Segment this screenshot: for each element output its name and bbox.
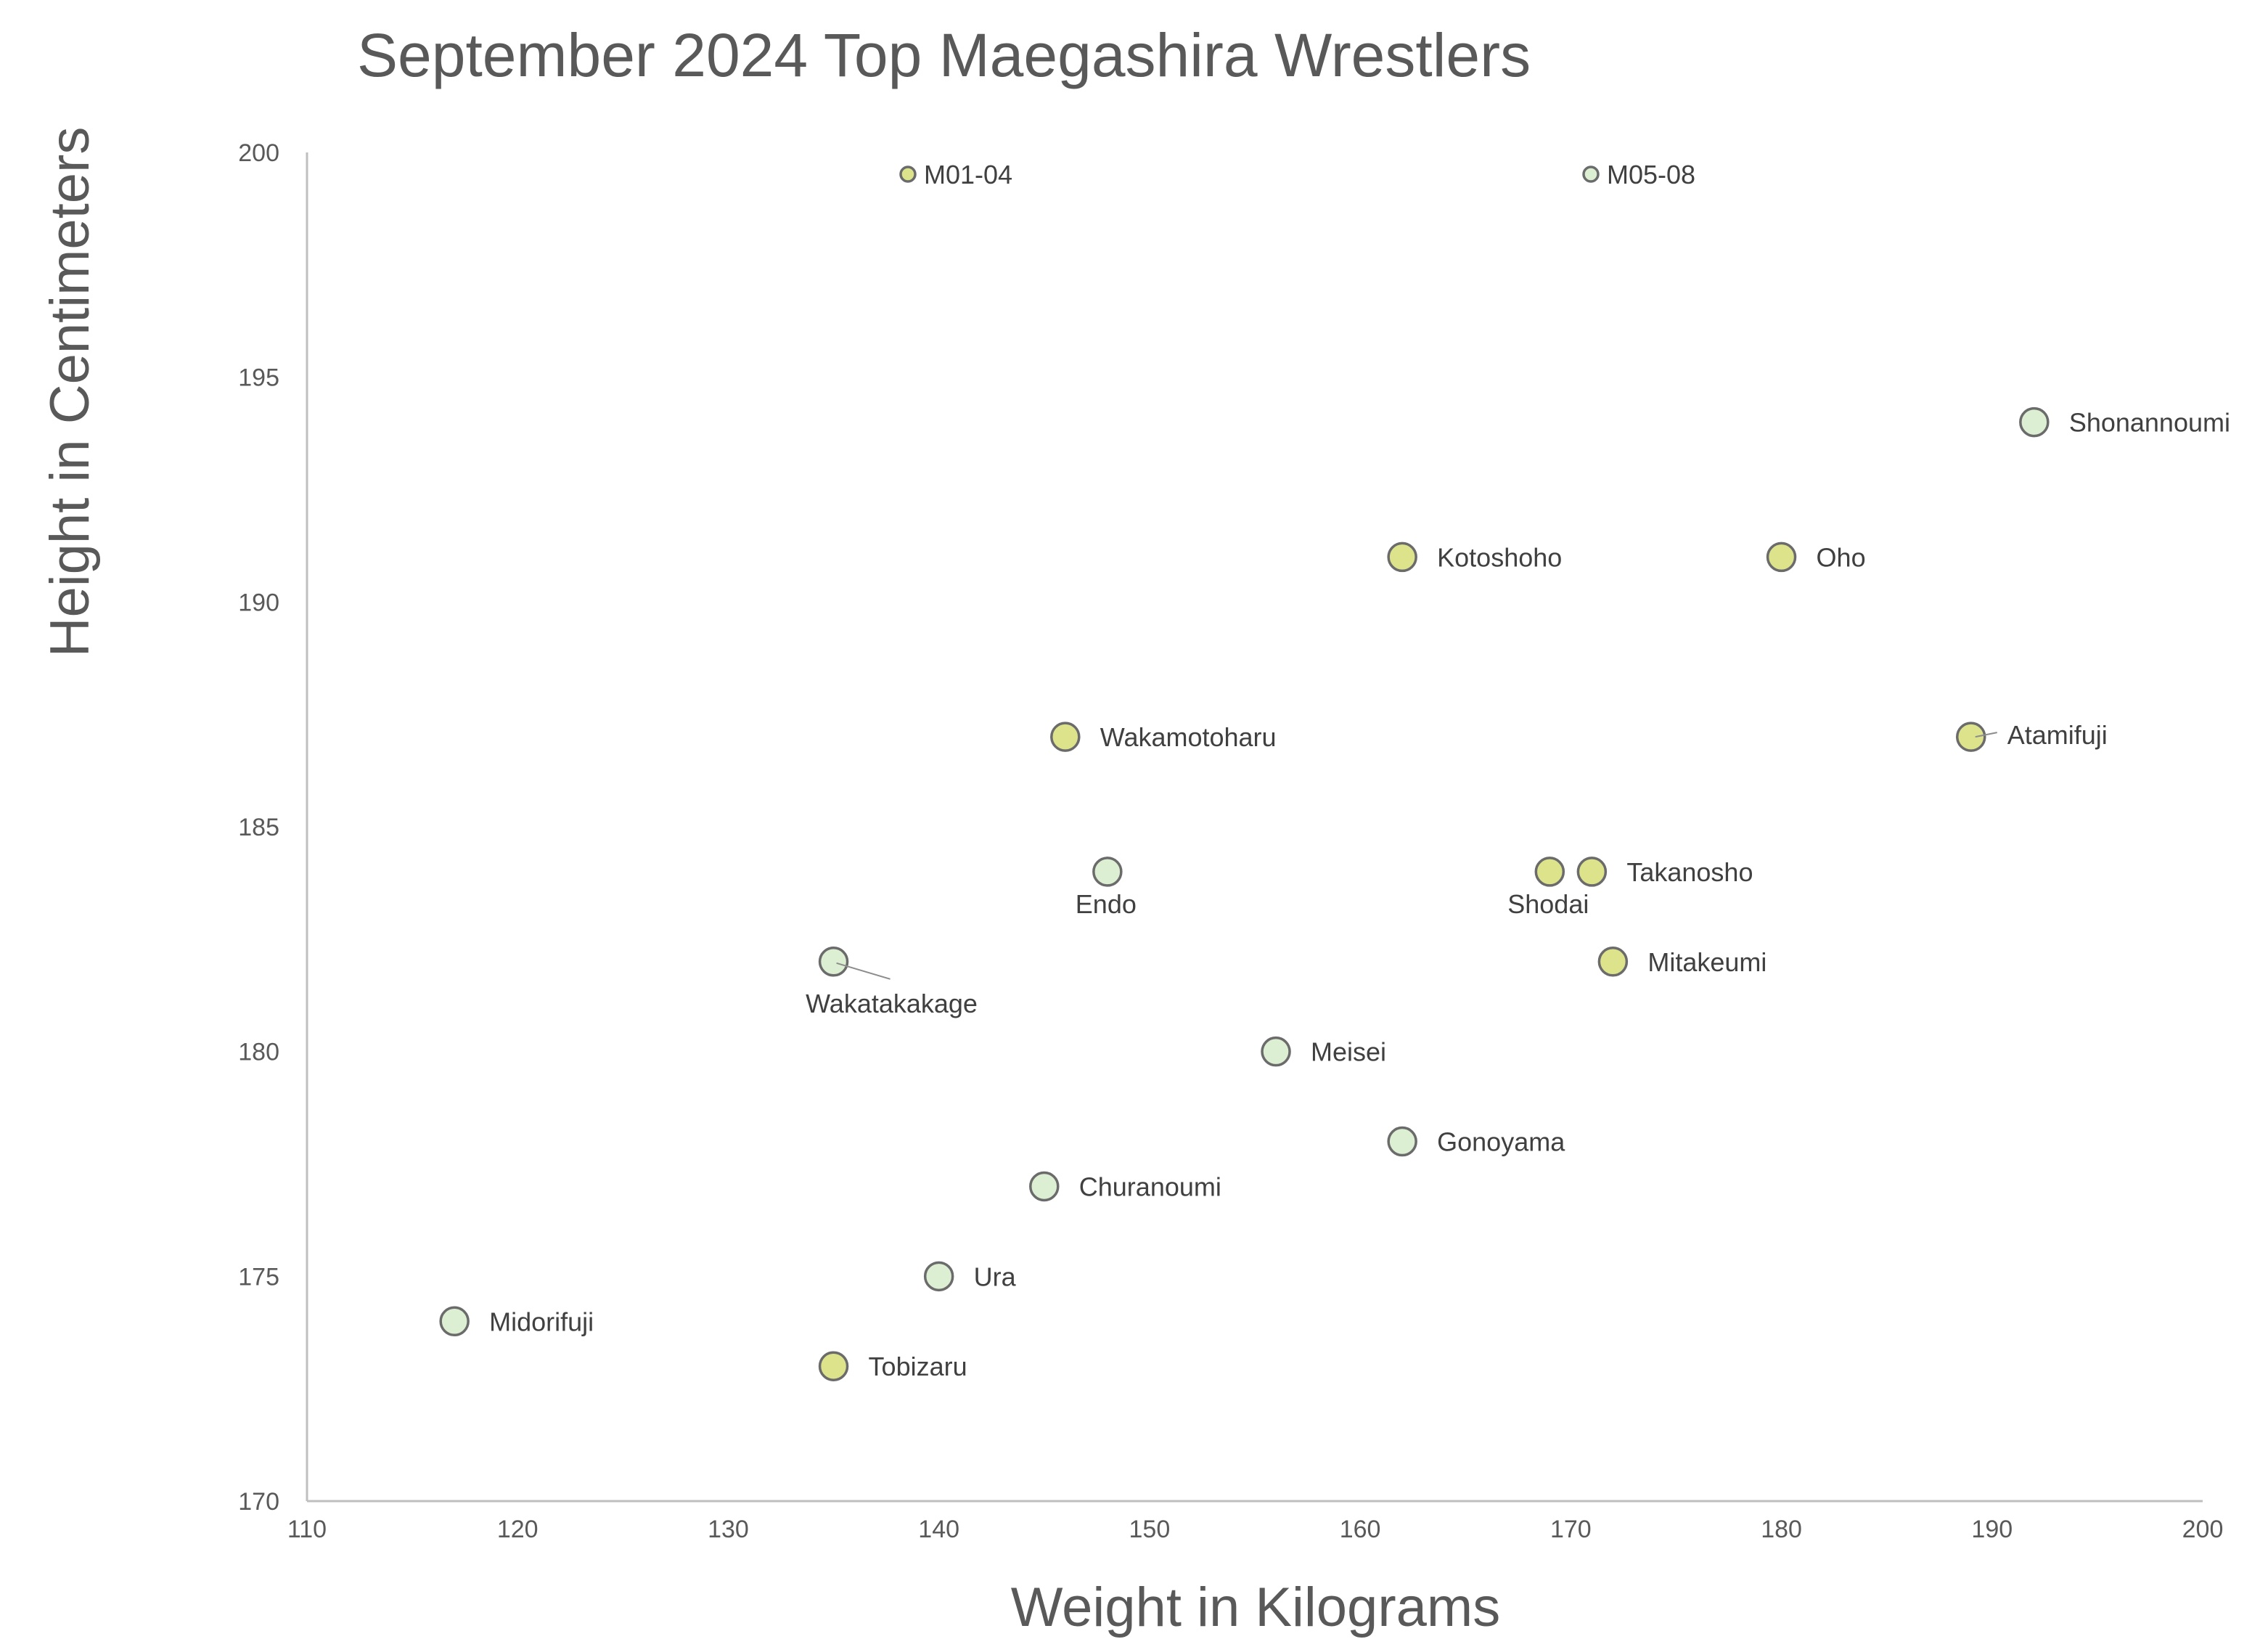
x-tick-label: 180 (1761, 1516, 1802, 1543)
data-label: Mitakeumi (1647, 947, 1766, 977)
x-tick-labels: 110 120 130 140 150 160 170 180 190 200 (287, 1516, 2223, 1543)
data-label: Oho (1817, 542, 1866, 572)
data-label: Takanosho (1626, 857, 1753, 887)
data-point-gonoyama (1387, 1126, 1417, 1157)
legend-marker (899, 165, 917, 183)
data-point-churanoumi (1029, 1171, 1060, 1202)
data-label: Endo (1076, 889, 1137, 919)
data-point-mitakeumi (1597, 947, 1629, 977)
y-tick-label: 185 (238, 814, 279, 841)
leader-line (1975, 732, 1997, 738)
x-tick-label: 120 (497, 1516, 539, 1543)
x-tick-label: 160 (1340, 1516, 1381, 1543)
y-axis-title: Height in Centimeters (39, 127, 101, 658)
x-tick-label: 170 (1550, 1516, 1592, 1543)
data-point-wakatakakage (818, 947, 849, 977)
data-points: Kotoshoho Oho Atamifuji Wakamotoharu Shodai T… (439, 406, 2230, 1381)
data-label: Midorifuji (489, 1307, 594, 1336)
data-point-kotoshoho (1387, 541, 1417, 573)
y-tick-label: 195 (238, 364, 279, 392)
data-label: Wakamotoharu (1100, 722, 1277, 752)
data-point-atamifuji (1956, 722, 1986, 752)
data-label: Gonoyama (1437, 1127, 1565, 1157)
x-tick-label: 140 (918, 1516, 959, 1543)
data-label: Shodai (1507, 889, 1589, 919)
x-tick-label: 200 (2182, 1516, 2224, 1543)
data-label: Churanoumi (1079, 1172, 1221, 1201)
legend-marker (1582, 165, 1600, 183)
data-label: Shonannoumi (2069, 408, 2230, 438)
y-tick-label: 190 (238, 589, 279, 616)
data-point-takanosho (1576, 857, 1608, 887)
data-point-oho (1766, 541, 1797, 573)
data-point-wakamotoharu (1050, 722, 1081, 752)
legend: M01-04 M05-08 (899, 160, 1695, 189)
y-tick-label: 200 (238, 139, 279, 167)
y-tick-label: 175 (238, 1263, 279, 1291)
legend-label: M05-08 (1607, 160, 1695, 189)
data-point-endo (1092, 857, 1123, 887)
x-axis-title: Weight in Kilograms (1011, 1577, 1500, 1638)
legend-label: M01-04 (924, 160, 1012, 189)
data-point-ura (923, 1261, 954, 1292)
data-label: Atamifuji (2007, 720, 2108, 750)
chart-title: September 2024 Top Maegashira Wrestlers (357, 21, 1531, 89)
x-tick-label: 110 (287, 1516, 327, 1543)
data-point-shodai (1534, 857, 1565, 887)
y-tick-label: 180 (238, 1039, 279, 1066)
leader-line (836, 962, 891, 980)
data-label: Wakatakakage (806, 989, 978, 1018)
data-label: Meisei (1311, 1037, 1386, 1067)
y-tick-labels: 170 175 180 185 190 195 200 (238, 139, 279, 1516)
data-label: Tobizaru (869, 1352, 967, 1381)
data-point-meisei (1261, 1036, 1291, 1067)
data-label: Kotoshoho (1437, 542, 1562, 572)
data-point-shonannoumi (2019, 406, 2050, 438)
x-tick-label: 190 (1971, 1516, 2013, 1543)
data-point-tobizaru (818, 1351, 849, 1381)
x-tick-label: 150 (1129, 1516, 1171, 1543)
x-tick-label: 130 (708, 1516, 749, 1543)
data-point-midorifuji (439, 1306, 470, 1337)
y-tick-label: 170 (238, 1488, 279, 1516)
data-label: Ura (974, 1262, 1017, 1291)
